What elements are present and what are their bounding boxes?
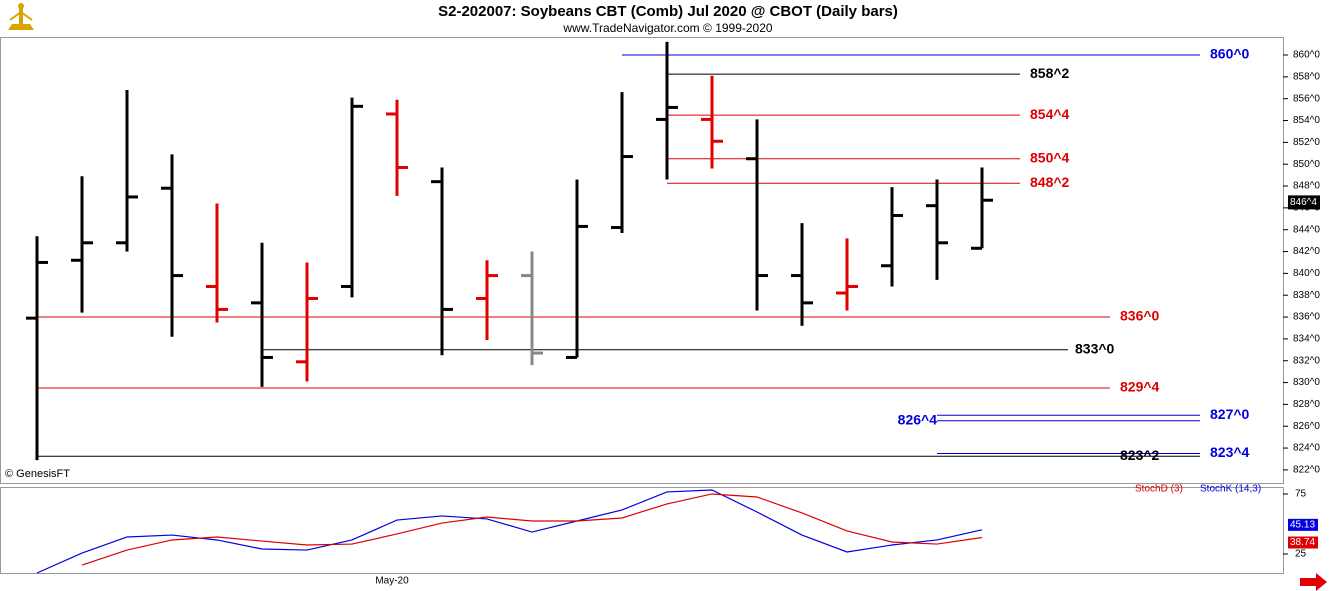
level-label: 836^0 bbox=[1120, 308, 1160, 324]
level-label: 850^4 bbox=[1030, 149, 1070, 165]
stochastic-line bbox=[81, 493, 983, 566]
value-tag bbox=[1288, 536, 1318, 549]
stochastic-panel bbox=[0, 487, 1284, 574]
y-tick-label: 840^0 bbox=[1293, 268, 1320, 279]
price-panel bbox=[0, 37, 1284, 484]
value-tag-label: 38.74 bbox=[1290, 537, 1315, 548]
chart-subtitle: www.TradeNavigator.com © 1999-2020 bbox=[562, 21, 772, 35]
last-price-tag bbox=[1288, 195, 1320, 210]
y-tick-label: 856^0 bbox=[1293, 93, 1320, 104]
y-tick-label: 844^0 bbox=[1293, 224, 1320, 235]
legend-entry: StochK (14,3) bbox=[1200, 484, 1261, 495]
level-label: 823^4 bbox=[1210, 444, 1250, 460]
level-label: 829^4 bbox=[1120, 379, 1160, 395]
y-tick-label: 826^0 bbox=[1293, 421, 1320, 432]
y-tick-label: 822^0 bbox=[1293, 465, 1320, 476]
y-tick-label: 848^0 bbox=[1293, 181, 1320, 192]
level-label: 827^0 bbox=[1210, 406, 1250, 422]
credit: © GenesisFT bbox=[5, 468, 70, 480]
level-label: 833^0 bbox=[1075, 341, 1115, 357]
y-tick-label: 836^0 bbox=[1293, 312, 1320, 323]
y-tick-label: 860^0 bbox=[1293, 50, 1320, 61]
level-label: 848^2 bbox=[1030, 174, 1070, 190]
logo bbox=[8, 3, 34, 30]
chart-title: S2-202007: Soybeans CBT (Comb) Jul 2020 … bbox=[438, 3, 898, 20]
y-tick-label: 75 bbox=[1295, 489, 1307, 500]
y-tick-label: 852^0 bbox=[1293, 137, 1320, 148]
y-tick-label: 838^0 bbox=[1293, 290, 1320, 301]
y-tick-label: 824^0 bbox=[1293, 443, 1320, 454]
scroll-arrow[interactable] bbox=[1300, 573, 1327, 591]
y-tick-label: 854^0 bbox=[1293, 115, 1320, 126]
level-label: 823^2 bbox=[1120, 447, 1160, 463]
last-price-label: 846^4 bbox=[1290, 197, 1317, 208]
level-label: 826^4 bbox=[898, 411, 938, 427]
value-tag-label: 45.13 bbox=[1290, 519, 1315, 530]
y-tick-label: 25 bbox=[1295, 549, 1307, 560]
value-tag bbox=[1288, 518, 1318, 531]
legend-entry: StochD (3) bbox=[1135, 484, 1183, 495]
y-tick-label: 858^0 bbox=[1293, 71, 1320, 82]
level-label: 858^2 bbox=[1030, 65, 1070, 81]
y-tick-label: 828^0 bbox=[1293, 399, 1320, 410]
y-tick-label: 830^0 bbox=[1293, 377, 1320, 388]
y-tick-label: 842^0 bbox=[1293, 246, 1320, 257]
level-label: 854^4 bbox=[1030, 106, 1070, 122]
stochastic-line bbox=[36, 489, 983, 574]
x-tick-label: May-20 bbox=[375, 576, 409, 587]
y-tick-label: 850^0 bbox=[1293, 159, 1320, 170]
y-tick-label: 832^0 bbox=[1293, 355, 1320, 366]
y-tick-label: 834^0 bbox=[1293, 334, 1320, 345]
level-label: 860^0 bbox=[1210, 46, 1250, 62]
